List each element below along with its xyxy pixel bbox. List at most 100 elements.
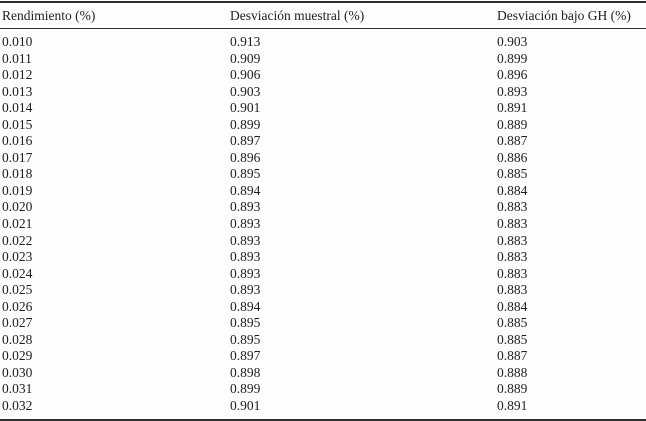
cell-desviacion-bajo-gh: 0.884: [497, 298, 528, 314]
cell-desviacion-muestral: 0.897: [230, 133, 261, 149]
cell-desviacion-bajo-gh: 0.889: [497, 381, 528, 397]
cell-desviacion-bajo-gh: 0.885: [497, 166, 528, 182]
cell-rendimiento: 0.029: [2, 348, 33, 364]
table-row: 0.027 0.895 0.885: [0, 315, 646, 332]
cell-desviacion-muestral: 0.894: [230, 182, 261, 198]
table-row: 0.031 0.899 0.889: [0, 381, 646, 398]
cell-desviacion-bajo-gh: 0.885: [497, 315, 528, 331]
table-row: 0.021 0.893 0.883: [0, 216, 646, 233]
cell-desviacion-bajo-gh: 0.891: [495, 398, 646, 421]
cell-rendimiento: 0.027: [2, 315, 33, 331]
cell-desviacion-muestral: 0.893: [230, 232, 261, 248]
cell-desviacion-bajo-gh: 0.885: [497, 331, 528, 347]
cell-desviacion-bajo-gh: 0.883: [497, 249, 528, 265]
cell-rendimiento: 0.021: [2, 216, 33, 232]
cell-desviacion-bajo-gh: 0.887: [497, 133, 528, 149]
table-row: 0.025 0.893 0.883: [0, 282, 646, 299]
table-body: 0.010 0.913 0.903 0.011 0.909 0.899 0.01…: [0, 29, 646, 421]
cell-desviacion-bajo-gh: 0.886: [497, 149, 528, 165]
cell-desviacion-muestral: 0.901: [230, 100, 261, 116]
table-row: 0.016 0.897 0.887: [0, 133, 646, 150]
table-row: 0.023 0.893 0.883: [0, 249, 646, 266]
cell-desviacion-bajo-gh: 0.883: [497, 282, 528, 298]
table-row: 0.026 0.894 0.884: [0, 299, 646, 316]
table-row: 0.030 0.898 0.888: [0, 365, 646, 382]
cell-desviacion-muestral: 0.901: [228, 398, 495, 421]
cell-rendimiento: 0.017: [2, 149, 33, 165]
cell-desviacion-muestral: 0.903: [230, 83, 261, 99]
cell-desviacion-bajo-gh: 0.884: [497, 182, 528, 198]
cell-rendimiento: 0.014: [2, 100, 33, 116]
cell-desviacion-bajo-gh: 0.883: [497, 199, 528, 215]
cell-desviacion-bajo-gh: 0.883: [497, 232, 528, 248]
table-row: 0.024 0.893 0.883: [0, 266, 646, 283]
table-row: 0.011 0.909 0.899: [0, 51, 646, 68]
cell-rendimiento: 0.016: [2, 133, 33, 149]
cell-rendimiento: 0.024: [2, 265, 33, 281]
table-row: 0.032 0.901 0.891: [0, 398, 646, 421]
cell-rendimiento: 0.022: [2, 232, 33, 248]
cell-rendimiento: 0.032: [0, 398, 228, 421]
cell-rendimiento: 0.028: [2, 331, 33, 347]
table-row: 0.028 0.895 0.885: [0, 332, 646, 349]
table-row: 0.029 0.897 0.887: [0, 348, 646, 365]
cell-desviacion-muestral: 0.895: [230, 166, 261, 182]
cell-desviacion-muestral: 0.894: [230, 298, 261, 314]
cell-rendimiento: 0.013: [2, 83, 33, 99]
cell-rendimiento: 0.018: [2, 166, 33, 182]
column-header-rendimiento: Rendimiento (%): [0, 1, 228, 29]
table-row: 0.015 0.899 0.889: [0, 117, 646, 134]
table-row: 0.022 0.893 0.883: [0, 233, 646, 250]
table-row: 0.020 0.893 0.883: [0, 199, 646, 216]
cell-desviacion-muestral: 0.893: [230, 282, 261, 298]
cell-desviacion-bajo-gh: 0.888: [497, 364, 528, 380]
cell-rendimiento: 0.020: [2, 199, 33, 215]
cell-desviacion-muestral: 0.906: [230, 67, 261, 83]
cell-rendimiento: 0.012: [2, 67, 33, 83]
cell-desviacion-bajo-gh: 0.899: [497, 50, 528, 66]
header-row: Rendimiento (%) Desviación muestral (%) …: [0, 1, 646, 29]
cell-desviacion-muestral: 0.893: [230, 199, 261, 215]
cell-desviacion-bajo-gh: 0.896: [497, 67, 528, 83]
cell-desviacion-bajo-gh: 0.883: [497, 265, 528, 281]
cell-desviacion-muestral: 0.898: [230, 364, 261, 380]
cell-desviacion-bajo-gh: 0.889: [497, 116, 528, 132]
cell-desviacion-muestral: 0.897: [230, 348, 261, 364]
cell-desviacion-muestral: 0.895: [230, 331, 261, 347]
cell-desviacion-bajo-gh: 0.903: [497, 34, 528, 49]
cell-desviacion-muestral: 0.893: [230, 216, 261, 232]
cell-desviacion-bajo-gh: 0.893: [497, 83, 528, 99]
cell-rendimiento: 0.023: [2, 249, 33, 265]
table-row: 0.010 0.913 0.903: [0, 29, 646, 51]
cell-desviacion-bajo-gh: 0.891: [497, 100, 528, 116]
cell-desviacion-muestral: 0.913: [230, 34, 261, 49]
cell-desviacion-muestral: 0.893: [230, 265, 261, 281]
table-row: 0.019 0.894 0.884: [0, 183, 646, 200]
table-row: 0.017 0.896 0.886: [0, 150, 646, 167]
cell-rendimiento: 0.030: [2, 364, 33, 380]
cell-desviacion-muestral: 0.893: [230, 249, 261, 265]
cell-desviacion-bajo-gh: 0.883: [497, 216, 528, 232]
table-header: Rendimiento (%) Desviación muestral (%) …: [0, 1, 646, 29]
table-row: 0.013 0.903 0.893: [0, 84, 646, 101]
cell-rendimiento: 0.026: [2, 298, 33, 314]
cell-desviacion-muestral: 0.895: [230, 315, 261, 331]
cell-desviacion-bajo-gh: 0.887: [497, 348, 528, 364]
cell-rendimiento: 0.010: [2, 34, 33, 49]
table-row: 0.012 0.906 0.896: [0, 67, 646, 84]
column-header-desviacion-muestral: Desviación muestral (%): [228, 1, 495, 29]
cell-rendimiento: 0.019: [2, 182, 33, 198]
cell-desviacion-muestral: 0.899: [230, 381, 261, 397]
cell-desviacion-muestral: 0.909: [230, 50, 261, 66]
column-header-desviacion-bajo-gh: Desviación bajo GH (%): [495, 1, 646, 29]
cell-desviacion-muestral: 0.896: [230, 149, 261, 165]
cell-rendimiento: 0.011: [2, 50, 32, 66]
cell-rendimiento: 0.025: [2, 282, 33, 298]
cell-rendimiento: 0.015: [2, 116, 33, 132]
table-row: 0.018 0.895 0.885: [0, 166, 646, 183]
cell-rendimiento: 0.031: [2, 381, 33, 397]
table-row: 0.014 0.901 0.891: [0, 100, 646, 117]
cell-desviacion-muestral: 0.899: [230, 116, 261, 132]
